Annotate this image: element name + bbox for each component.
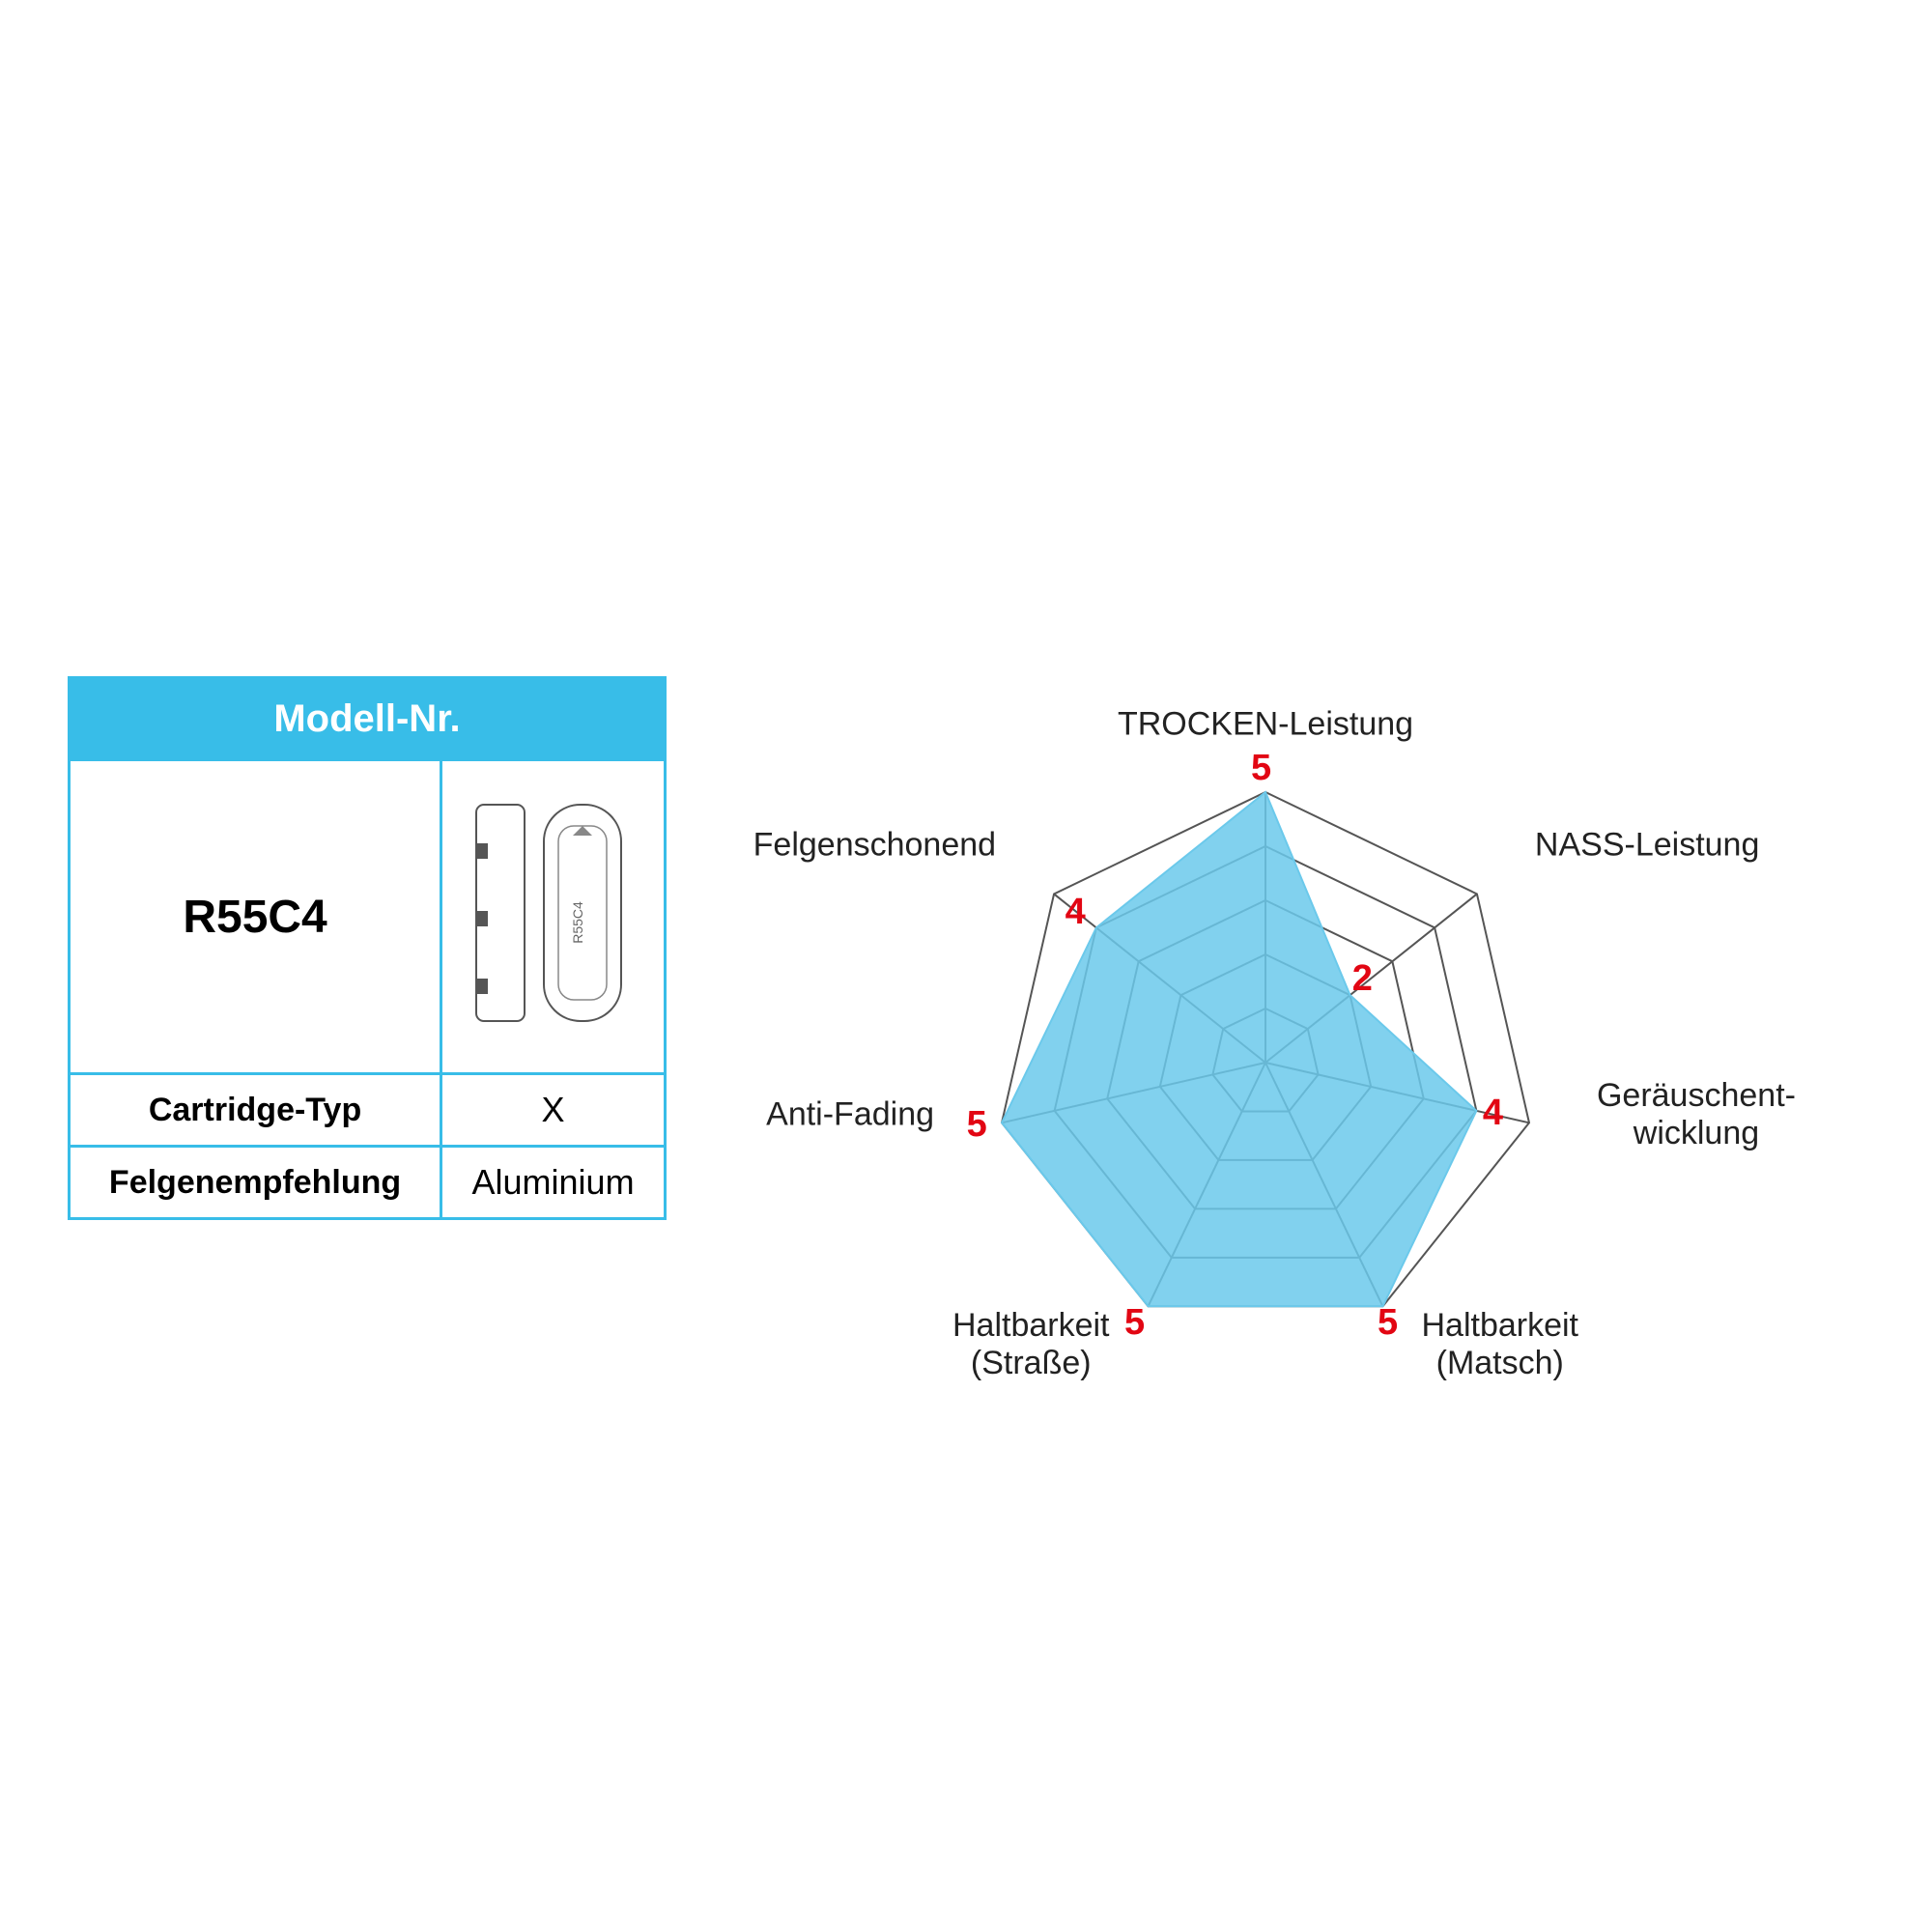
radar-axis-label-2: Geräuschent-wicklung [1597, 1077, 1796, 1152]
radar-value-0: 5 [1251, 748, 1271, 789]
radar-data-area [1002, 792, 1476, 1306]
spec-table-section: Modell-Nr. R55C4 R55C4 [68, 676, 667, 1449]
radar-value-3: 5 [1378, 1302, 1398, 1344]
radar-axis-label-4: Haltbarkeit(Straße) [952, 1307, 1110, 1382]
radar-chart-section: 5 2 4 5 5 5 4 TROCKEN-Leistung NASS-Leistung Gerä… [667, 676, 1864, 1449]
radar-value-5: 5 [967, 1104, 987, 1146]
brake-pad-icon: R55C4 [467, 787, 640, 1038]
radar-value-2: 4 [1483, 1093, 1503, 1134]
radar-axis-label-5: Anti-Fading [766, 1096, 934, 1134]
spec-table: Modell-Nr. R55C4 R55C4 [68, 676, 667, 1220]
table-header: Modell-Nr. [70, 678, 666, 760]
product-image-cell: R55C4 [441, 760, 666, 1074]
radar-axis-label-6: Felgenschonend [753, 827, 996, 865]
radar-chart [667, 676, 1864, 1449]
radar-axis-label-3: Haltbarkeit(Matsch) [1421, 1307, 1578, 1382]
main-container: Modell-Nr. R55C4 R55C4 [68, 676, 1864, 1449]
radar-value-4: 5 [1124, 1302, 1145, 1344]
radar-value-1: 2 [1352, 958, 1373, 1000]
svg-text:R55C4: R55C4 [570, 901, 585, 944]
spec-value-0: X [441, 1074, 666, 1147]
spec-label-1: Felgenempfehlung [70, 1147, 441, 1219]
radar-value-6: 4 [1065, 892, 1086, 933]
spec-label-0: Cartridge-Typ [70, 1074, 441, 1147]
radar-axis-label-1: NASS-Leistung [1535, 827, 1759, 865]
spec-value-1: Aluminium [441, 1147, 666, 1219]
model-number-cell: R55C4 [70, 760, 441, 1074]
radar-axis-label-0: TROCKEN-Leistung [1118, 706, 1413, 744]
